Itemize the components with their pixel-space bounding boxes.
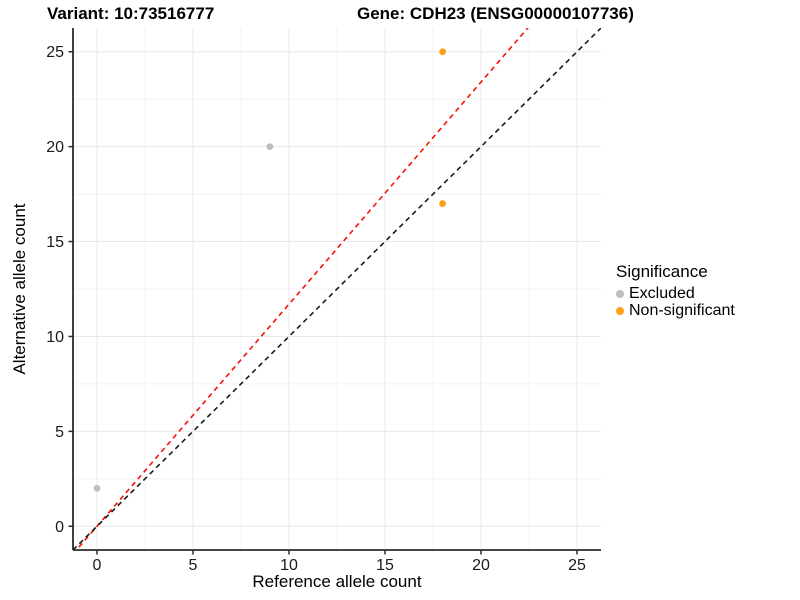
legend-title: Significance <box>616 262 708 281</box>
reference-lines <box>73 28 601 550</box>
legend-dot <box>616 289 624 298</box>
gene-title: Gene: CDH23 (ENSG00000107736) <box>357 4 634 23</box>
x-tick-label: 25 <box>568 557 586 574</box>
data-point-non-significant <box>439 48 446 56</box>
x-tick-label: 15 <box>376 557 394 574</box>
x-axis-title: Reference allele count <box>252 572 422 591</box>
data-point-excluded <box>93 484 101 492</box>
x-tick-label: 20 <box>472 557 490 574</box>
legend-label: Non-significant <box>629 301 735 319</box>
y-tick-label: 15 <box>46 234 64 251</box>
legend-dot <box>616 306 624 315</box>
y-tick-label: 25 <box>46 44 64 61</box>
data-point-non-significant <box>439 200 446 207</box>
data-point-excluded <box>266 143 274 151</box>
variant-title: Variant: 10:73516777 <box>47 4 215 23</box>
x-tick-label: 10 <box>280 557 298 574</box>
x-tick-label: 5 <box>189 557 198 574</box>
legend-entries: Excluded Non-significant <box>616 285 735 319</box>
y-tick-label: 5 <box>55 424 64 441</box>
y-axis-title: Alternative allele count <box>10 203 29 375</box>
legend: Significance Excluded Non-significant <box>616 262 735 319</box>
legend-label: Excluded <box>629 284 695 302</box>
legend-entry: Excluded <box>616 285 735 302</box>
y-tick-label: 0 <box>55 519 64 536</box>
y-tick-label: 20 <box>46 139 64 156</box>
identity-line <box>73 28 601 550</box>
x-tick-label: 0 <box>93 557 102 574</box>
y-tick-label: 10 <box>46 329 64 346</box>
legend-entry: Non-significant <box>616 302 735 319</box>
